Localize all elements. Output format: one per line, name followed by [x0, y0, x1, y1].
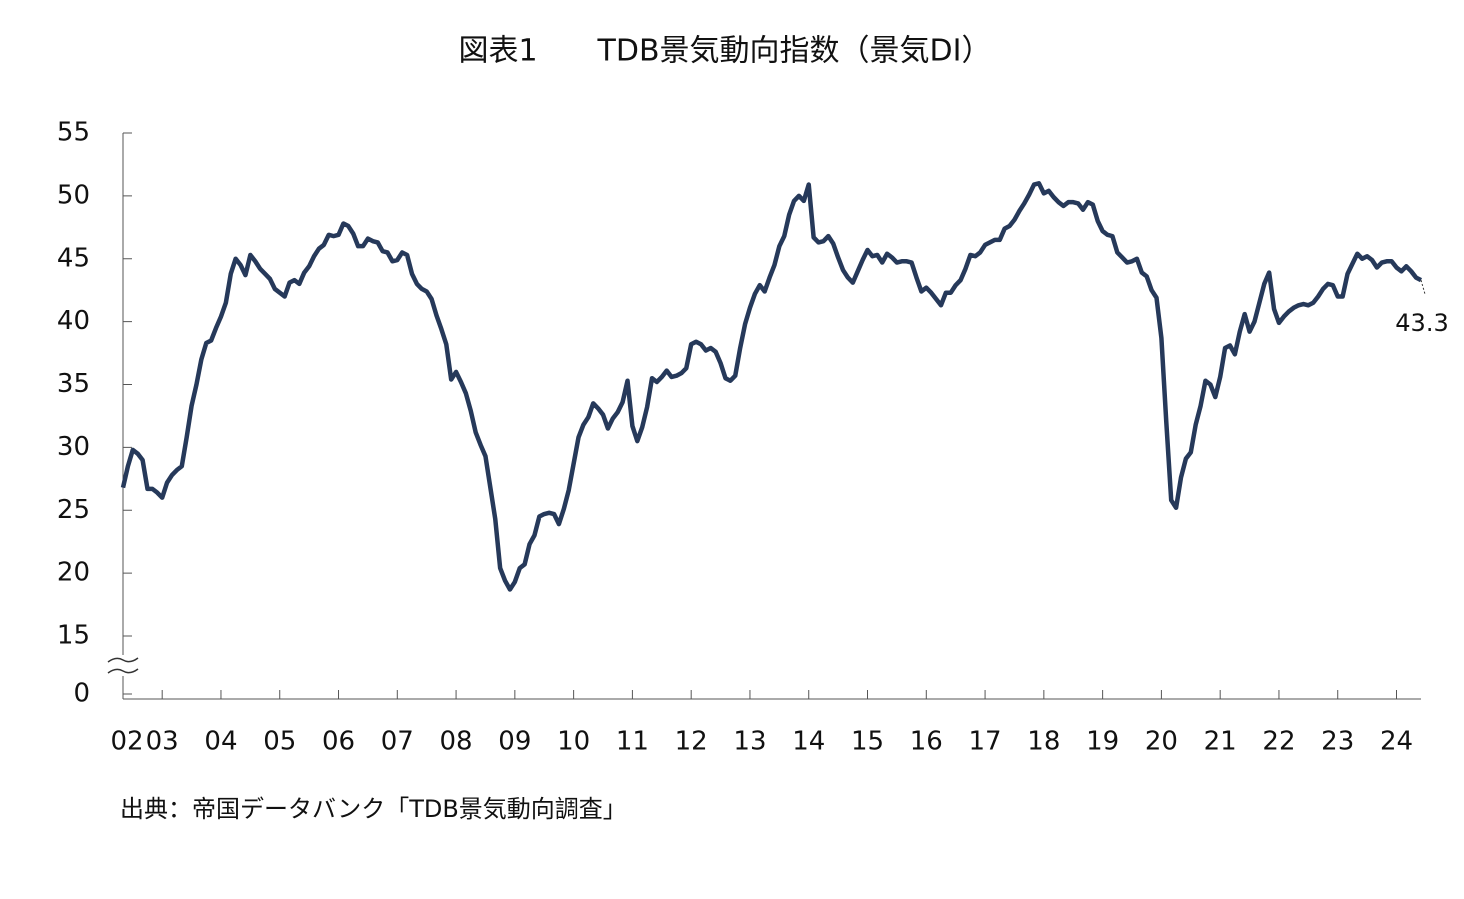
y-tick-label: 40: [57, 306, 90, 336]
x-tick-label: 23: [1321, 727, 1354, 757]
x-tick-label: 10: [557, 727, 590, 757]
end-value-label: 43.3: [1395, 309, 1448, 337]
x-tick-label: 19: [1086, 727, 1119, 757]
x-tick-label: 15: [851, 727, 884, 757]
x-tick-label: 02: [110, 727, 143, 757]
x-tick-label: 08: [440, 727, 473, 757]
x-tick-label: 03: [146, 727, 179, 757]
x-tick-label: 04: [204, 727, 237, 757]
data-line: [120, 181, 1423, 592]
x-tick-label: 09: [498, 727, 531, 757]
x-tick-label: 06: [322, 727, 355, 757]
x-tick-label: 22: [1262, 727, 1295, 757]
y-tick-label: 25: [57, 495, 90, 525]
x-tick-label: 21: [1204, 727, 1237, 757]
y-tick-label: 30: [57, 432, 90, 462]
x-tick-label: 24: [1380, 727, 1413, 757]
x-tick-label: 18: [1027, 727, 1060, 757]
label-leader: [1420, 279, 1426, 295]
x-tick-label: 16: [910, 727, 943, 757]
y-tick-label: 20: [57, 558, 90, 588]
y-tick-label: 0: [73, 679, 90, 709]
x-tick-label: 13: [733, 727, 766, 757]
x-tick-label: 20: [1145, 727, 1178, 757]
y-tick-label: 45: [57, 243, 90, 273]
x-tick-label: 07: [381, 727, 414, 757]
y-tick-label: 35: [57, 369, 90, 399]
source-note: 出典：帝国データバンク「TDB景気動向調査」: [120, 795, 627, 823]
x-tick-label: 17: [969, 727, 1002, 757]
x-tick-label: 05: [263, 727, 296, 757]
y-tick-label: 15: [57, 621, 90, 651]
y-tick-label: 50: [57, 180, 90, 210]
x-tick-label: 11: [616, 727, 649, 757]
chart-title: 図表1 TDB景気動向指数（景気DI）: [458, 34, 991, 69]
y-tick-label: 55: [57, 118, 90, 148]
x-tick-label: 12: [675, 727, 708, 757]
x-tick-label: 14: [792, 727, 825, 757]
axis-break: [107, 657, 139, 674]
